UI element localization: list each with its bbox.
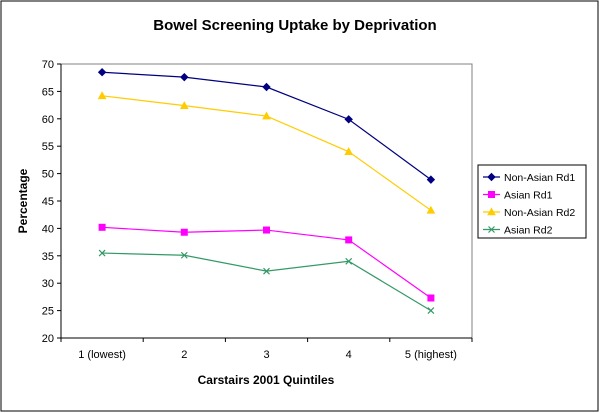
data-point xyxy=(97,91,107,100)
data-point xyxy=(427,307,435,315)
data-point xyxy=(179,101,189,109)
x-tick-label: 5 (highest) xyxy=(405,349,457,361)
plot-area xyxy=(60,63,473,339)
x-axis-title: Carstairs 2001 Quintiles xyxy=(198,373,335,387)
data-point xyxy=(98,249,106,257)
data-point xyxy=(345,236,353,244)
x-tick-label: 3 xyxy=(263,349,269,361)
y-tick-label: 35 xyxy=(42,251,54,263)
data-point xyxy=(262,111,271,120)
data-point xyxy=(97,68,107,77)
data-point xyxy=(344,147,354,155)
data-point xyxy=(345,257,353,265)
data-point xyxy=(426,175,436,184)
legend-marker xyxy=(488,226,495,233)
y-tick-label: 70 xyxy=(42,59,54,71)
y-tick-label: 55 xyxy=(42,141,54,153)
series-non-asian-rd2 xyxy=(97,91,436,214)
data-point xyxy=(263,267,270,275)
x-tick-label: 1 (lowest) xyxy=(78,349,126,361)
series-non-asian-rd1 xyxy=(97,68,436,184)
y-tick-label: 45 xyxy=(42,196,54,208)
legend-item: Asian Rd1 xyxy=(483,190,553,202)
legend-item: Non-Asian Rd1 xyxy=(483,172,575,184)
legend-label: Asian Rd2 xyxy=(504,225,553,237)
y-axis: 20 25 30 35 40 45 50 55 60 65 70 xyxy=(42,59,62,345)
chart-title: Bowel Screening Uptake by Deprivation xyxy=(153,17,436,34)
data-point xyxy=(180,228,188,236)
legend-label: Asian Rd1 xyxy=(504,190,553,202)
series-asian-rd1 xyxy=(98,223,435,302)
data-point xyxy=(344,115,353,124)
y-tick-label: 65 xyxy=(42,86,54,98)
data-point xyxy=(262,82,271,92)
legend: Non-Asian Rd1 Asian Rd1 Non-Asian Rd2 Asian… xyxy=(477,164,587,239)
legend-marker xyxy=(487,172,496,182)
data-point xyxy=(180,251,188,259)
data-point xyxy=(427,294,435,302)
x-tick-label: 2 xyxy=(181,349,187,361)
series-asian-rd2 xyxy=(98,249,435,315)
legend-marker xyxy=(488,191,495,198)
x-tick-label: 4 xyxy=(346,349,352,361)
legend-item: Asian Rd2 xyxy=(483,225,553,237)
y-tick-label: 60 xyxy=(42,114,54,126)
data-point xyxy=(426,205,436,214)
legend-item: Non-Asian Rd2 xyxy=(483,207,575,219)
y-tick-label: 25 xyxy=(42,306,54,318)
data-point xyxy=(180,72,189,82)
data-point xyxy=(263,226,270,234)
legend-label: Non-Asian Rd2 xyxy=(504,207,575,219)
y-tick-label: 30 xyxy=(42,278,54,290)
legend-marker xyxy=(487,207,496,216)
legend-label: Non-Asian Rd1 xyxy=(504,172,575,184)
y-axis-title: Percentage xyxy=(16,168,30,233)
y-tick-label: 50 xyxy=(42,169,54,181)
y-tick-label: 20 xyxy=(42,333,54,345)
y-tick-label: 40 xyxy=(42,223,54,235)
x-axis: 1 (lowest) 2 3 4 5 (highest) xyxy=(60,337,473,361)
data-point xyxy=(98,223,106,231)
series-layer xyxy=(97,68,436,315)
